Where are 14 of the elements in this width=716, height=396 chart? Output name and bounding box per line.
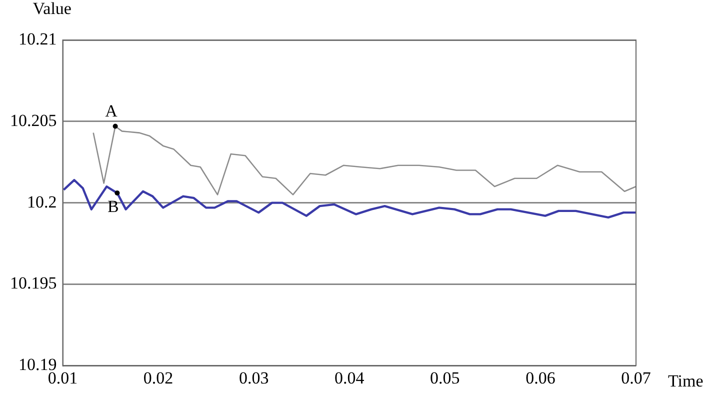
x-axis-title: Time [668, 372, 704, 391]
y-tick-label: 10.21 [18, 29, 57, 48]
x-tick-label: 0.07 [621, 368, 652, 388]
x-tick-label: 0.04 [334, 368, 365, 388]
x-tick-label: 0.03 [238, 368, 269, 388]
y-axis-title: Value [32, 0, 72, 18]
y-tick-label: 10.195 [10, 274, 57, 293]
y-tick-label: 10.2 [27, 192, 57, 212]
annotation: A [105, 101, 118, 120]
annotation: B [108, 197, 119, 216]
x-tick-label: 0.02 [143, 368, 174, 388]
x-tick-label: 0.06 [526, 368, 556, 388]
y-tick-label: 10.205 [10, 110, 57, 130]
x-tick-label: 0.05 [430, 368, 460, 388]
